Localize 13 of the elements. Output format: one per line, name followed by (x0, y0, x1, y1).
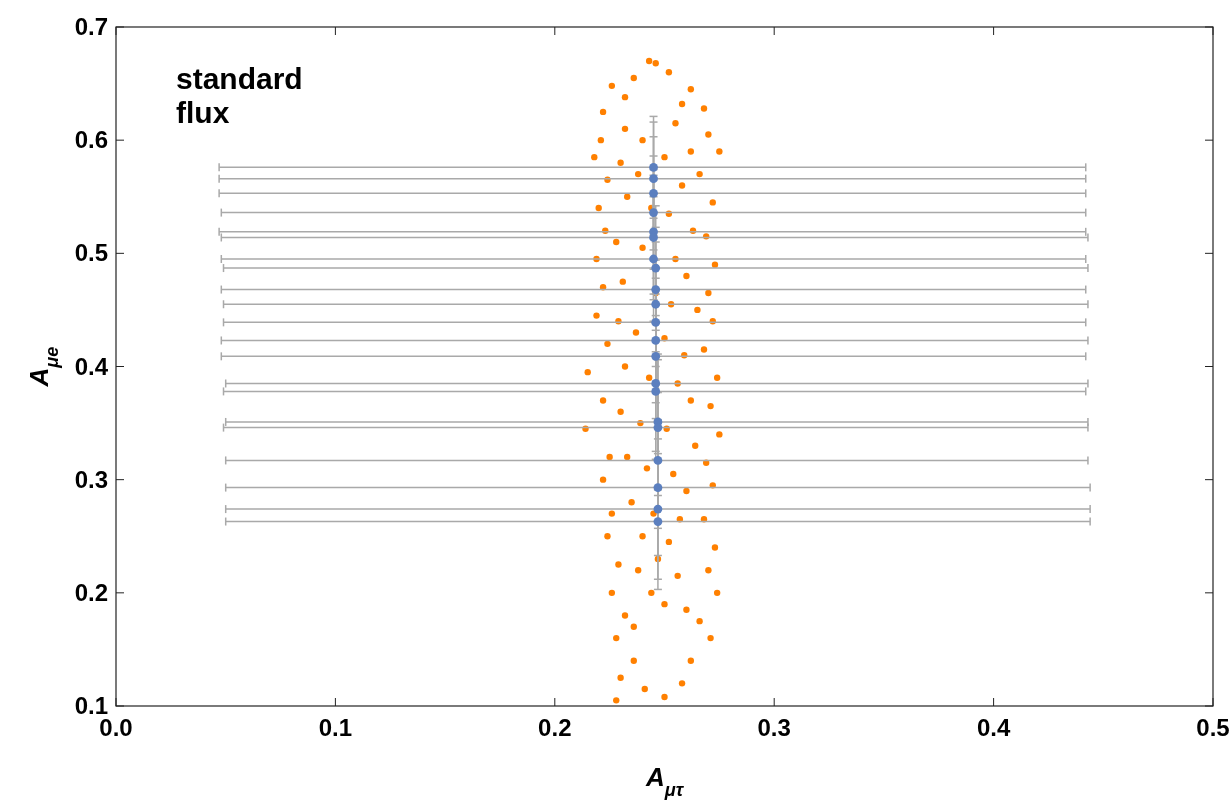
y-tick-label: 0.3 (74, 465, 108, 493)
annotation: standard flux (176, 62, 303, 129)
y-tick-label: 0.7 (74, 13, 108, 40)
x-tick-label: 0.1 (318, 714, 353, 741)
x-axis-title: A$_{μτ}$ (644, 762, 685, 800)
y-tick-label: 0.5 (74, 239, 108, 267)
y-tick-label: 0.2 (74, 578, 108, 606)
x-tick-label: 0.3 (757, 714, 791, 741)
y-tick-label: 0.4 (74, 352, 109, 380)
x-tick-label: 0.4 (976, 714, 1011, 741)
x-tick-label: 0.5 (1196, 714, 1230, 741)
x-tick-label: 0.2 (538, 714, 572, 741)
y-tick-label: 0.6 (74, 126, 108, 154)
